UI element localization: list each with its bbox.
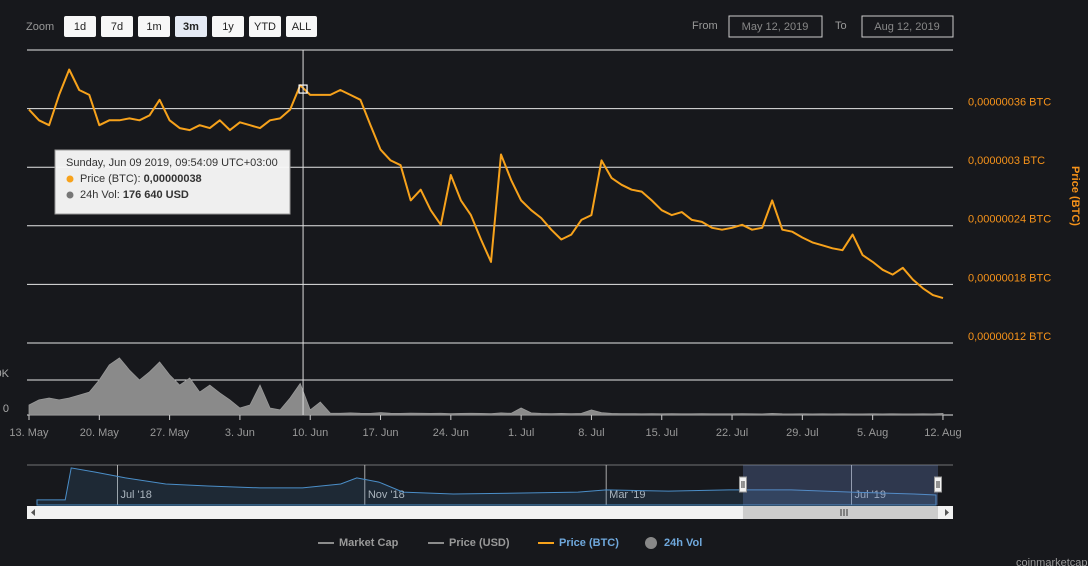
tooltip-price-name: Price (BTC): xyxy=(80,173,141,185)
legend-label: 24h Vol xyxy=(664,537,702,549)
button-label: YTD xyxy=(254,21,276,33)
from-label: From xyxy=(692,20,718,32)
y-axis-title: Price (BTC) xyxy=(1069,166,1081,226)
scrollbar-track xyxy=(27,506,953,519)
navigator-handle[interactable] xyxy=(934,476,942,493)
zoom-button[interactable]: 1m xyxy=(138,16,170,37)
navigator-area xyxy=(36,467,937,506)
button-label: 7d xyxy=(111,21,123,33)
zoom-button[interactable]: ALL xyxy=(286,16,317,37)
zoom-button[interactable]: 1d xyxy=(64,16,96,37)
x-tick-label: 29. Jul xyxy=(786,427,818,439)
hover-marker xyxy=(298,84,308,94)
zoom-button[interactable]: 1y xyxy=(212,16,244,37)
from-value: May 12, 2019 xyxy=(742,21,809,33)
legend-item[interactable]: 24h Vol xyxy=(645,537,702,549)
zoom-button[interactable]: YTD xyxy=(249,16,281,37)
volume-tick-label: 200K xyxy=(0,368,10,380)
navigator-tick-label: Nov '18 xyxy=(368,489,405,501)
tooltip-box xyxy=(54,149,291,215)
button-label: 1m xyxy=(146,21,161,33)
x-tick-label: 15. Jul xyxy=(646,427,678,439)
legend-label: Price (BTC) xyxy=(559,537,619,549)
button-label: 3m xyxy=(183,21,199,33)
tooltip-price: Price (BTC): 0,00000038 xyxy=(80,173,202,185)
tooltip-title: Sunday, Jun 09 2019, 09:54:09 UTC+03:00 xyxy=(66,157,278,169)
x-tick-label: 13. May xyxy=(9,427,49,439)
button-box xyxy=(64,16,96,37)
navigator-tick-label: Jul '19 xyxy=(855,489,886,501)
handle-box xyxy=(934,476,942,493)
volume-area xyxy=(28,357,944,416)
navigator-handle[interactable] xyxy=(738,476,747,493)
button-label: 1y xyxy=(222,21,234,33)
tooltip-vol-value: 176 640 USD xyxy=(123,189,189,201)
button-box xyxy=(286,16,317,37)
navigator-tick-label: Mar '19 xyxy=(609,489,645,501)
scrollbar-arrow xyxy=(31,509,35,516)
x-tick-label: 22. Jul xyxy=(716,427,748,439)
scrollbar[interactable] xyxy=(27,506,953,519)
input-box xyxy=(728,15,823,38)
navigator-tick-label: Jul '18 xyxy=(120,489,151,501)
tooltip-dot xyxy=(66,191,74,199)
scrollbar-thumb xyxy=(742,506,938,519)
to-input[interactable]: Aug 12, 2019 xyxy=(861,15,954,38)
x-tick-label: 1. Jul xyxy=(508,427,534,439)
tooltip-dot xyxy=(66,175,74,183)
button-label: ALL xyxy=(292,21,312,33)
legend-item[interactable]: Price (BTC) xyxy=(538,537,619,549)
button-box xyxy=(175,16,207,37)
y-tick-label: 0,0000003 BTC xyxy=(968,155,1045,167)
x-tick-label: 24. Jun xyxy=(433,427,469,439)
x-tick-label: 27. May xyxy=(150,427,190,439)
x-tick-label: 3. Jun xyxy=(225,427,255,439)
y-tick-label: 0,00000036 BTC xyxy=(968,97,1051,109)
button-box xyxy=(138,16,170,37)
price-line xyxy=(28,68,944,300)
scrollbar-arrow xyxy=(945,509,949,516)
button-box xyxy=(249,16,281,37)
tooltip-vol: 24h Vol: 176 640 USD xyxy=(80,189,189,201)
to-label: To xyxy=(835,20,847,32)
zoom-button[interactable]: 7d xyxy=(101,16,133,37)
legend-label: Market Cap xyxy=(339,537,399,549)
x-tick-label: 8. Jul xyxy=(578,427,604,439)
tooltip-price-value: 0,00000038 xyxy=(144,173,202,185)
scrollbar-grip xyxy=(840,509,848,516)
input-box xyxy=(861,15,954,38)
navigator-selection xyxy=(742,465,938,505)
credits: coinmarketcap.com xyxy=(1016,557,1088,566)
handle-box xyxy=(738,476,747,493)
button-label: 1d xyxy=(74,21,86,33)
x-tick-label: 20. May xyxy=(80,427,120,439)
x-tick-label: 12. Aug xyxy=(924,427,961,439)
x-tick-label: 10. Jun xyxy=(292,427,328,439)
legend-symbol xyxy=(645,537,657,549)
zoom-button[interactable]: 3m xyxy=(175,16,207,37)
from-input[interactable]: May 12, 2019 xyxy=(728,15,823,38)
legend-item[interactable]: Market Cap xyxy=(318,537,399,549)
button-box xyxy=(212,16,244,37)
legend-label: Price (USD) xyxy=(449,537,510,549)
x-tick-label: 17. Jun xyxy=(362,427,398,439)
tooltip-vol-name: 24h Vol: xyxy=(80,189,120,201)
zoom-label: Zoom xyxy=(26,21,54,33)
y-tick-label: 0,00000018 BTC xyxy=(968,272,1051,284)
volume-tick-label: 0 xyxy=(3,403,9,415)
button-box xyxy=(101,16,133,37)
y-tick-label: 0,00000024 BTC xyxy=(968,214,1051,226)
legend-item[interactable]: Price (USD) xyxy=(428,537,510,549)
to-value: Aug 12, 2019 xyxy=(874,21,939,33)
tooltip: Sunday, Jun 09 2019, 09:54:09 UTC+03:00 P… xyxy=(54,149,291,215)
y-tick-label: 0,00000012 BTC xyxy=(968,331,1051,343)
x-tick-label: 5. Aug xyxy=(857,427,888,439)
